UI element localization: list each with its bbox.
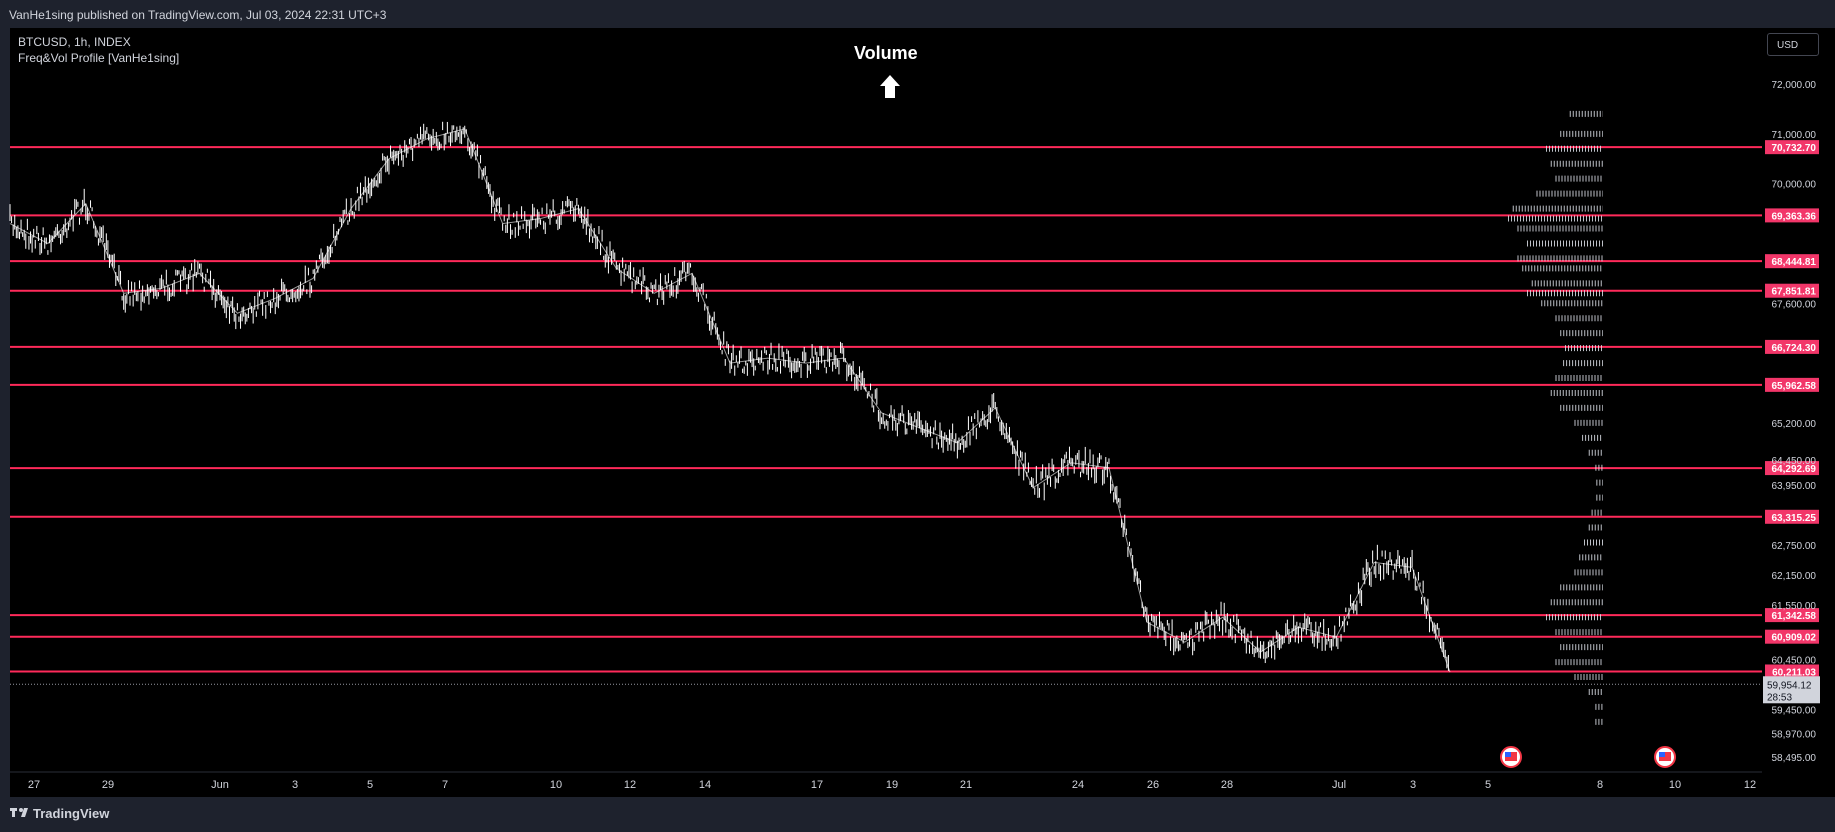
currency-button[interactable]: USD <box>1767 33 1819 56</box>
chart-pane[interactable] <box>10 28 1763 797</box>
last-price-label-bg <box>1763 676 1820 704</box>
x-tick-label: 12 <box>1744 779 1756 791</box>
level-label-bg <box>1765 509 1819 524</box>
volume-annotation-title: Volume <box>854 43 918 63</box>
level-label: 66,724.30 <box>1772 343 1817 354</box>
level-label: 61,342.58 <box>1772 611 1817 622</box>
x-tick-label: 19 <box>886 779 898 791</box>
x-tick-label: 17 <box>811 779 823 791</box>
footer-brand[interactable]: TradingView <box>33 806 110 821</box>
x-tick-label: Jul <box>1332 779 1346 791</box>
us-flag-event-icon[interactable] <box>1654 746 1676 768</box>
x-tick-label: 27 <box>28 779 40 791</box>
y-tick-label: 72,000.00 <box>1772 80 1817 91</box>
x-tick-label: 10 <box>1669 779 1681 791</box>
level-label-bg <box>1765 283 1819 298</box>
y-tick-label: 59,450.00 <box>1772 705 1817 716</box>
level-label: 68,444.81 <box>1772 257 1817 268</box>
y-tick-label: 64,450.00 <box>1772 456 1817 467</box>
y-tick-label: 60,450.00 <box>1772 656 1817 667</box>
x-tick-label: 14 <box>699 779 711 791</box>
x-tick-label: 8 <box>1597 779 1603 791</box>
y-tick-label: 67,600.00 <box>1772 299 1817 310</box>
indicator-legend[interactable]: Freq&Vol Profile [VanHe1sing] <box>18 51 180 65</box>
price-line <box>9 128 1451 673</box>
x-tick-label: 21 <box>960 779 972 791</box>
level-label: 67,851.81 <box>1772 287 1817 298</box>
x-tick-label: 29 <box>102 779 114 791</box>
symbol-legend[interactable]: BTCUSD, 1h, INDEX <box>18 35 131 49</box>
x-tick-label: 3 <box>292 779 298 791</box>
level-label-bg <box>1765 339 1819 354</box>
y-tick-label: 62,150.00 <box>1772 571 1817 582</box>
y-tick-label: 70,000.00 <box>1772 180 1817 191</box>
level-label-bg <box>1765 254 1819 269</box>
level-label-bg <box>1765 140 1819 155</box>
y-tick-label: 62,750.00 <box>1772 541 1817 552</box>
level-label: 65,962.58 <box>1772 381 1817 392</box>
publish-bar: VanHe1sing published on TradingView.com,… <box>0 0 1835 28</box>
last-price-countdown: 28:53 <box>1767 692 1792 703</box>
y-tick-label: 63,950.00 <box>1772 481 1817 492</box>
x-tick-label: 7 <box>442 779 448 791</box>
level-label-bg <box>1765 461 1819 476</box>
x-tick-label: Jun <box>211 779 229 791</box>
x-tick-label: 26 <box>1147 779 1159 791</box>
x-tick-label: 10 <box>550 779 562 791</box>
y-tick-label: 61,550.00 <box>1772 601 1817 612</box>
x-tick-label: 24 <box>1072 779 1084 791</box>
level-label: 63,315.25 <box>1772 513 1817 524</box>
y-tick-label: 58,970.00 <box>1772 729 1817 740</box>
level-label: 70,732.70 <box>1772 143 1817 154</box>
level-label-bg <box>1765 629 1819 644</box>
level-label-bg <box>1765 608 1819 623</box>
x-tick-label: 5 <box>1485 779 1491 791</box>
up-arrow-icon <box>880 75 900 98</box>
x-tick-label: 12 <box>624 779 636 791</box>
y-tick-label: 71,000.00 <box>1772 130 1817 141</box>
level-label: 60,211.03 <box>1772 667 1816 678</box>
level-label: 60,909.02 <box>1772 633 1817 644</box>
publisher-text: VanHe1sing published on TradingView.com,… <box>9 8 387 22</box>
level-label-bg <box>1765 664 1819 679</box>
x-tick-label: 28 <box>1221 779 1233 791</box>
level-label: 69,363.36 <box>1772 211 1817 222</box>
y-tick-label: 58,495.00 <box>1772 753 1817 764</box>
x-tick-label: 3 <box>1410 779 1416 791</box>
y-tick-label: 65,200.00 <box>1772 419 1817 430</box>
level-label: 64,292.69 <box>1772 464 1817 475</box>
last-price-label: 59,954.12 <box>1767 680 1812 691</box>
x-tick-label: 5 <box>367 779 373 791</box>
tradingview-logo-icon[interactable] <box>10 808 28 817</box>
level-label-bg <box>1765 208 1819 223</box>
level-label-bg <box>1765 377 1819 392</box>
us-flag-event-icon[interactable] <box>1500 746 1522 768</box>
